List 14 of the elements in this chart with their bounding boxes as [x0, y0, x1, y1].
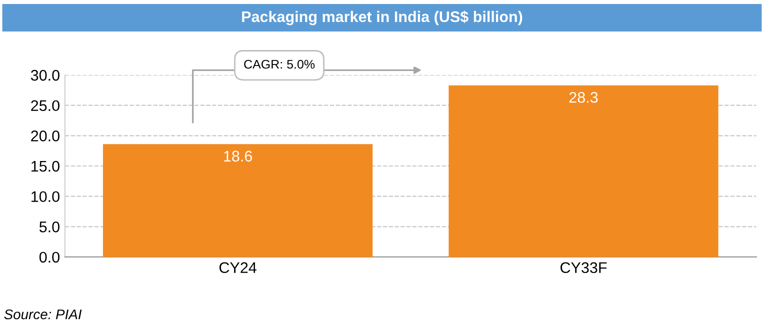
chart-title: Packaging market in India (US$ billion) — [242, 10, 522, 26]
x-tick-label: CY24 — [219, 262, 256, 274]
source-note: Source: PIAI — [4, 309, 82, 320]
y-tick-label: 15.0 — [32, 160, 60, 172]
text: CAGR: 5.0% — [244, 60, 315, 69]
data-label: 18.6 — [224, 150, 252, 162]
x-tick-label: CY33F — [560, 262, 607, 274]
y-tick-label: 30.0 — [30, 70, 60, 81]
y-tick-label: 0.0 — [39, 252, 60, 263]
y-tick-label: 25.0 — [31, 100, 60, 112]
data-label: 28.3 — [569, 92, 598, 103]
y-tick-label: 20.0 — [31, 130, 60, 142]
y-tick-label: 10.0 — [32, 191, 60, 202]
y-tick-label: 5.0 — [39, 222, 60, 232]
